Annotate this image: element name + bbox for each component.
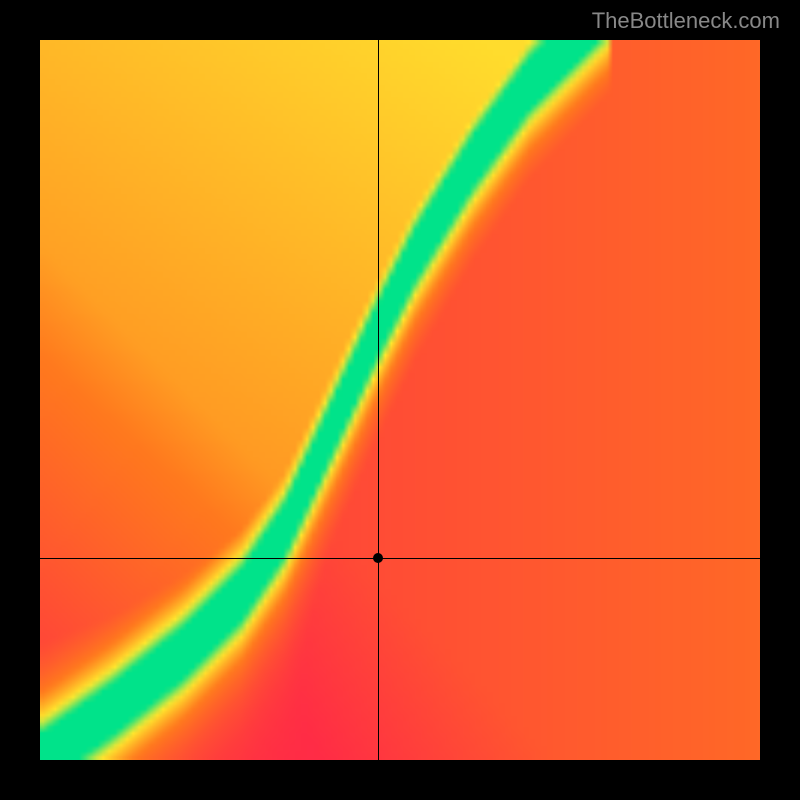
selection-marker <box>373 553 383 563</box>
watermark-text: TheBottleneck.com <box>592 8 780 34</box>
crosshair-vertical <box>378 40 379 760</box>
crosshair-horizontal <box>40 558 760 559</box>
heatmap-canvas <box>40 40 760 760</box>
bottleneck-heatmap <box>40 40 760 760</box>
